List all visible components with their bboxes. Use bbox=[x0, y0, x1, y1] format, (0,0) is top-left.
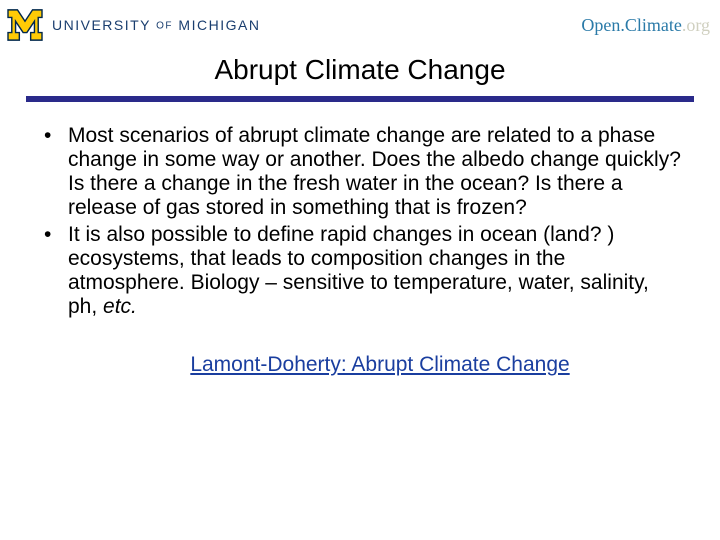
reference-link[interactable]: Lamont-Doherty: Abrupt Climate Change bbox=[190, 353, 569, 376]
umich-wordmark: UNIVERSITY OF MICHIGAN bbox=[52, 18, 260, 32]
openclimate-suffix: .org bbox=[682, 15, 710, 35]
slide-title: Abrupt Climate Change bbox=[0, 54, 720, 86]
slide-header: UNIVERSITY OF MICHIGAN Open.Climate.org bbox=[0, 0, 720, 46]
title-area: Abrupt Climate Change bbox=[0, 46, 720, 86]
openclimate-prefix: Open. bbox=[581, 15, 625, 35]
bullet-list: Most scenarios of abrupt climate change … bbox=[38, 124, 682, 319]
block-m-icon bbox=[6, 8, 44, 42]
list-item: Most scenarios of abrupt climate change … bbox=[38, 124, 682, 221]
slide-body: Most scenarios of abrupt climate change … bbox=[0, 102, 720, 377]
bullet-text: Most scenarios of abrupt climate change … bbox=[68, 124, 681, 219]
bullet-text: It is also possible to define rapid chan… bbox=[68, 223, 649, 318]
openclimate-mid: Climate bbox=[625, 15, 682, 35]
umich-logo: UNIVERSITY OF MICHIGAN bbox=[6, 8, 260, 42]
university-name: UNIVERSITY OF MICHIGAN bbox=[52, 18, 260, 32]
openclimate-logo: Open.Climate.org bbox=[581, 15, 710, 36]
reference-link-line: Lamont-Doherty: Abrupt Climate Change bbox=[38, 353, 682, 377]
list-item: It is also possible to define rapid chan… bbox=[38, 223, 682, 320]
